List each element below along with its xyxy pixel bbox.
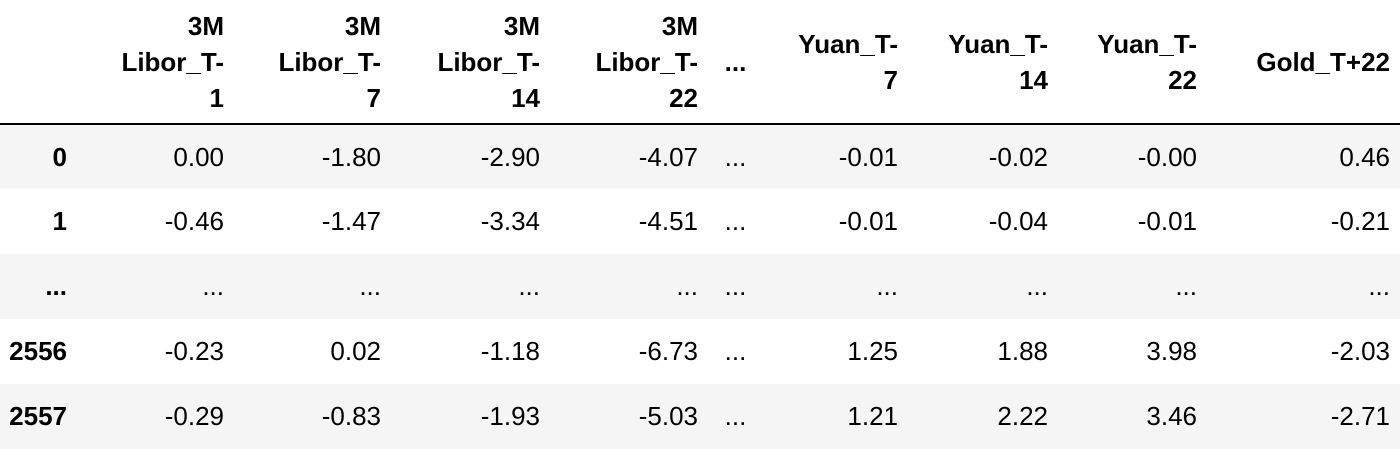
table-cell: ...	[1175, 271, 1197, 301]
table-cell: -1.93	[480, 401, 540, 431]
table-cell: ...	[724, 336, 747, 366]
table-cell: -0.21	[1330, 206, 1390, 236]
table-cell: -0.29	[164, 401, 224, 431]
table-cell: ...	[724, 141, 747, 172]
table-row: 0 0.00 -1.80 -2.90 -4.07... -0.01 -0.02 -0.00 0.…	[0, 124, 1400, 189]
table-cell: -0.04	[988, 206, 1048, 236]
column-header: Yuan_T- 14	[908, 0, 1058, 125]
column-header-line: Gold_T+22	[1256, 46, 1390, 77]
table-cell: -0.46	[164, 206, 224, 236]
table-cell: -5.03	[638, 401, 698, 431]
table-cell: 0.46	[1339, 141, 1390, 172]
table-cell: ...	[724, 271, 747, 301]
table-cell: -0.01	[1137, 206, 1197, 236]
column-header-line: 22	[1168, 64, 1197, 95]
table-cell: -4.51	[638, 206, 698, 236]
column-header: Yuan_T- 7	[763, 0, 908, 125]
index-header	[0, 0, 77, 125]
table-cell: -0.01	[838, 141, 898, 172]
row-index: 2557	[9, 401, 67, 431]
column-header-line: Libor_T-	[595, 46, 698, 77]
column-header-line: 7	[883, 64, 898, 95]
column-header-line: Libor_T-	[437, 46, 540, 77]
table-cell: ...	[202, 271, 224, 301]
column-header: Yuan_T- 22	[1058, 0, 1207, 125]
column-header-line: 3M	[503, 10, 540, 41]
column-header-line: 14	[511, 82, 540, 113]
table-cell: -2.71	[1330, 401, 1390, 431]
column-header-line: Yuan_T-	[798, 28, 898, 59]
column-header-line: 3M	[661, 10, 698, 41]
table-cell: ...	[1026, 271, 1048, 301]
table-cell: ...	[1368, 271, 1390, 301]
table-cell: ...	[518, 271, 540, 301]
table-cell: -2.03	[1330, 336, 1390, 366]
table-cell: ...	[876, 271, 898, 301]
table-cell: -0.01	[838, 206, 898, 236]
table-cell: -1.80	[321, 141, 381, 172]
row-index: 1	[52, 206, 67, 236]
table-cell: -4.07	[638, 141, 698, 172]
table-row: 2557 -0.29 -0.83 -1.93 -5.03... 1.21 2.22 3.46 -…	[0, 384, 1400, 449]
table-cell: 1.21	[847, 401, 898, 431]
table-cell: -0.23	[164, 336, 224, 366]
column-header-line: Libor_T-	[121, 46, 224, 77]
table-cell: 1.25	[847, 336, 898, 366]
table-cell: 2.22	[997, 401, 1048, 431]
table-cell: -1.47	[321, 206, 381, 236]
table-cell: -3.34	[480, 206, 540, 236]
column-header-line: 1	[209, 82, 224, 113]
table-cell: 3.46	[1146, 401, 1197, 431]
column-header: 3M Libor_T- 14	[391, 0, 550, 125]
header-row: 3M Libor_T- 1 3M Libor_T- 7 3M Libor_T- 14 3M Libo…	[0, 0, 1400, 125]
table-cell: 0.00	[173, 141, 224, 172]
column-header: 3M Libor_T- 7	[234, 0, 391, 125]
column-header-line: 22	[669, 82, 698, 113]
row-index: 0	[52, 141, 67, 172]
table-row: 2556 -0.23 0.02 -1.18 -6.73... 1.25 1.88 3.98 -2…	[0, 319, 1400, 384]
table-cell: ...	[724, 401, 747, 431]
table-cell: ...	[359, 271, 381, 301]
table-cell: ...	[724, 206, 747, 236]
column-header-line: 3M	[344, 10, 381, 41]
column-header-line: 3M	[187, 10, 224, 41]
column-header-line: 14	[1019, 64, 1048, 95]
row-index: ...	[45, 271, 67, 301]
column-header: ...	[708, 0, 763, 125]
table-cell: ...	[676, 271, 698, 301]
table-body: 0 0.00 -1.80 -2.90 -4.07... -0.01 -0.02 -0.00 0.…	[0, 124, 1400, 449]
column-header-line: Libor_T-	[278, 46, 381, 77]
table-cell: -2.90	[480, 141, 540, 172]
column-header: 3M Libor_T- 22	[550, 0, 708, 125]
column-header-line: Yuan_T-	[1097, 28, 1197, 59]
column-header-line: ...	[724, 46, 747, 77]
column-header-line: 7	[366, 82, 381, 113]
table-cell: 0.02	[330, 336, 381, 366]
table-cell: -1.18	[480, 336, 540, 366]
row-index: 2556	[9, 336, 67, 366]
table-cell: -0.02	[988, 141, 1048, 172]
table-header: 3M Libor_T- 1 3M Libor_T- 7 3M Libor_T- 14 3M Libo…	[0, 0, 1400, 125]
table-row: ..............................	[0, 254, 1400, 319]
table-cell: -0.83	[321, 401, 381, 431]
table-cell: -6.73	[638, 336, 698, 366]
column-header: 3M Libor_T- 1	[77, 0, 234, 125]
column-header-line: Yuan_T-	[948, 28, 1048, 59]
table-cell: 1.88	[997, 336, 1048, 366]
table-cell: -0.00	[1137, 141, 1197, 172]
table-cell: 3.98	[1146, 336, 1197, 366]
column-header: Gold_T+22	[1207, 0, 1400, 125]
table-row: 1 -0.46 -1.47 -3.34 -4.51... -0.01 -0.04 -0.01 -…	[0, 189, 1400, 254]
